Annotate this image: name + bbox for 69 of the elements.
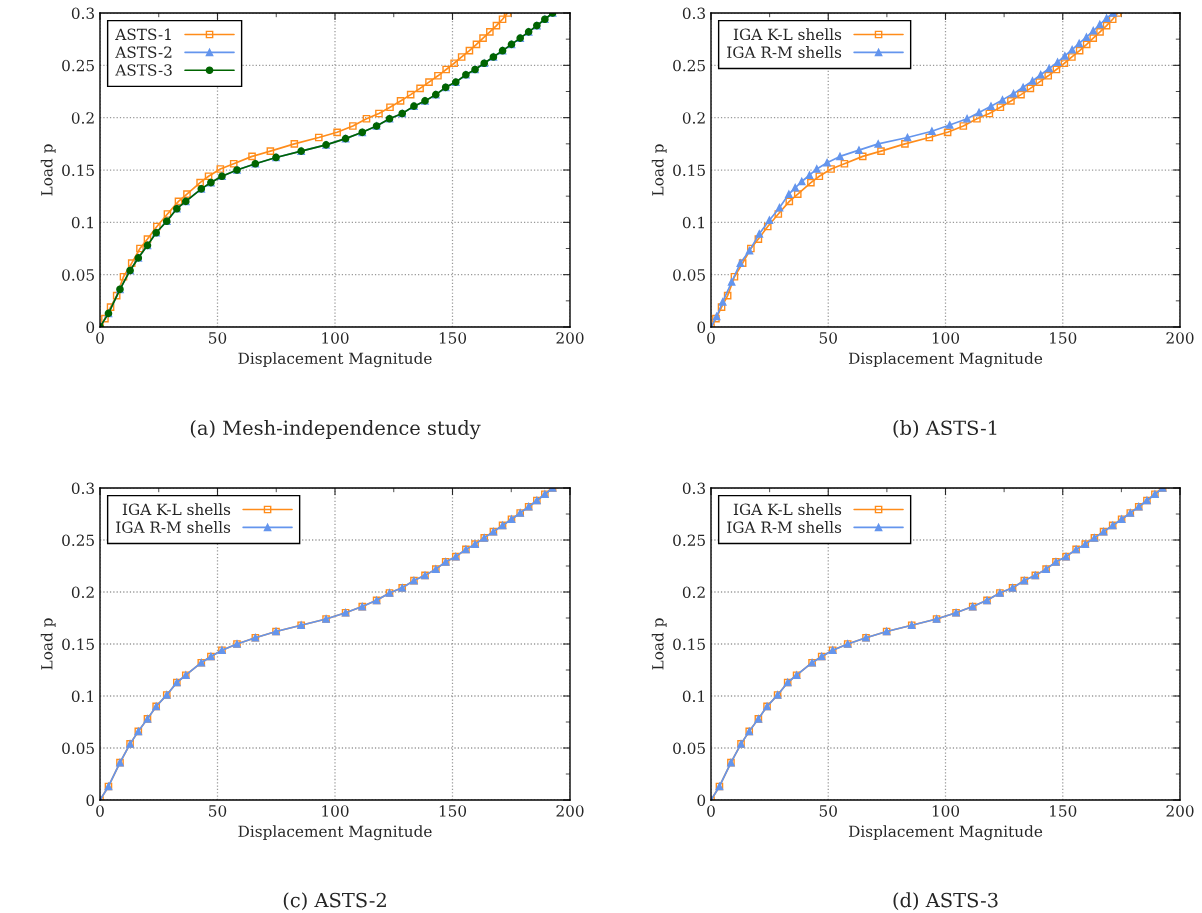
x-tick-label: 200: [556, 805, 584, 817]
x-tick-label: 50: [209, 332, 227, 344]
y-tick-label: 0.3: [682, 7, 706, 20]
y-tick-label: 0.25: [673, 59, 705, 72]
legend-label: ASTS-1: [115, 28, 171, 41]
x-tick-label: 0: [707, 805, 715, 817]
x-tick-label: 0: [96, 805, 104, 817]
x-tick-label: 0: [707, 332, 715, 344]
legend-label: IGA R-M shells: [727, 46, 842, 58]
y-axis-title: Load p: [651, 144, 667, 196]
x-tick-label: 0: [96, 332, 104, 344]
x-axis-title: Displacement Magnitude: [238, 825, 432, 841]
x-tick-label: 200: [556, 332, 584, 344]
y-tick-label: 0.2: [71, 112, 94, 124]
y-tick-label: 0.05: [673, 742, 705, 755]
x-tick-label: 200: [1166, 332, 1194, 344]
x-tick-label: 100: [322, 332, 349, 344]
x-tick-label: 150: [1050, 332, 1077, 344]
x-tick-label: 50: [819, 805, 837, 817]
y-tick-label: 0.3: [71, 482, 95, 495]
x-tick-label: 50: [819, 332, 837, 344]
text: (d) ASTS-3: [893, 892, 998, 911]
y-tick-label: 0.2: [682, 112, 705, 124]
legend-label: IGA R-M shells: [116, 521, 231, 533]
x-tick-label: 50: [209, 805, 227, 817]
y-tick-label: 0.2: [71, 586, 94, 599]
x-axis-title: Displacement Magnitude: [848, 352, 1043, 368]
y-tick-label: 0: [697, 794, 706, 807]
y-axis-title: Load p: [40, 618, 56, 670]
y-tick-label: 0.05: [673, 269, 705, 281]
y-tick-label: 0.15: [673, 638, 705, 651]
y-tick-label: 0.15: [62, 164, 94, 177]
x-tick-label: 100: [932, 805, 960, 817]
text: (c) ASTS-2: [283, 892, 386, 911]
x-tick-label: 100: [932, 332, 960, 344]
y-tick-label: 0: [86, 321, 95, 334]
x-tick-label: 150: [439, 332, 467, 344]
y-axis-title: Load p: [40, 144, 56, 196]
text: (b) ASTS-1: [893, 420, 997, 438]
y-axis-title: Load p: [651, 618, 667, 670]
y-tick-label: 0.1: [682, 216, 704, 229]
x-tick-label: 100: [322, 805, 349, 817]
legend-label: IGA K-L shells: [733, 28, 842, 41]
y-tick-label: 0.05: [62, 269, 94, 281]
y-tick-label: 0.1: [71, 216, 93, 229]
y-tick-label: 0.3: [682, 482, 706, 495]
y-tick-label: 0.3: [71, 7, 95, 20]
y-tick-label: 0.2: [682, 586, 705, 599]
y-tick-label: 0.25: [62, 59, 94, 72]
y-tick-label: 0.15: [62, 638, 94, 651]
y-tick-label: 0.25: [673, 534, 705, 547]
x-tick-label: 150: [439, 805, 467, 817]
legend-label: ASTS-2: [115, 46, 172, 58]
y-tick-label: 0.1: [71, 690, 93, 703]
legend-label: IGA R-M shells: [727, 521, 842, 533]
x-axis-title: Displacement Magnitude: [848, 825, 1043, 841]
legend-label: IGA K-L shells: [122, 503, 231, 516]
legend-label: ASTS-3: [115, 64, 172, 76]
y-tick-label: 0: [697, 321, 706, 334]
x-tick-label: 150: [1050, 805, 1077, 817]
y-tick-label: 0.05: [62, 742, 94, 755]
y-tick-label: 0.25: [62, 534, 94, 547]
x-axis-title: Displacement Magnitude: [238, 352, 432, 368]
text: (a) Mesh-independence study: [190, 420, 481, 440]
y-tick-label: 0.1: [682, 690, 704, 703]
y-tick-label: 0: [86, 794, 95, 807]
legend-label: IGA K-L shells: [733, 503, 842, 516]
y-tick-label: 0.15: [673, 164, 705, 177]
x-tick-label: 200: [1166, 805, 1194, 817]
